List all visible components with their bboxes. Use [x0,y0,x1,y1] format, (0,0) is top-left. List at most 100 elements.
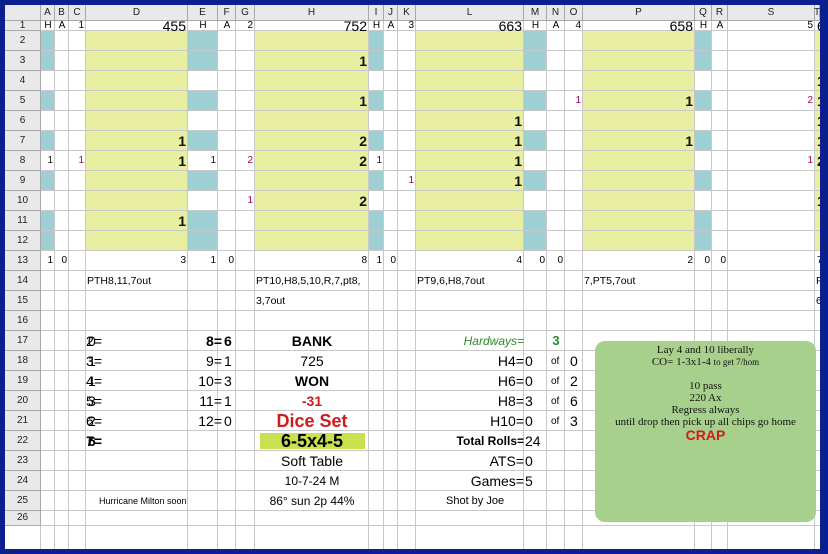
row-header-8[interactable]: 8 [5,151,41,171]
column-header-f[interactable]: F [218,5,236,21]
grid-line [415,21,416,549]
column-header-i[interactable]: I [369,5,384,21]
cell-k1: 3 [408,20,414,31]
grid-line [217,21,218,549]
play-sequence-t15: 6,R,7out [816,295,820,307]
column-header-a[interactable]: A [41,5,55,21]
yellow-block [815,31,820,251]
cell-g1: 2 [247,20,253,31]
total-label: 4= [86,373,102,389]
spreadsheet[interactable]: A B C D E F G H I J K L M N O P Q R S T 1 2 3 4 5 6 7 8 9 10 11 12 13 14 1… [5,5,820,549]
games-label: Games= [470,473,524,489]
cell-s8: 1 [807,155,813,166]
row-header-18[interactable]: 18 [5,351,41,371]
row-header-1[interactable]: 1 [5,20,41,31]
column-header-m[interactable]: M [524,5,547,21]
grid-line [582,21,583,549]
column-header-g[interactable]: G [236,5,255,21]
row-header-7[interactable]: 7 [5,131,41,151]
grid-line [694,21,695,549]
column-header-j[interactable]: J [384,5,398,21]
cell-d13: 3 [180,255,186,266]
teal-cell [524,131,547,151]
cell-e1: H [199,20,207,31]
hardway-of: of [551,376,560,387]
cell-l8: 1 [514,153,522,169]
row-header-11[interactable]: 11 [5,211,41,231]
row-header-24[interactable]: 24 [5,471,41,491]
row-header-19[interactable]: 19 [5,371,41,391]
row-header-10[interactable]: 10 [5,191,41,211]
hardway-value: 0 [525,373,533,389]
row-header-22[interactable]: 22 [5,431,41,451]
row-header-20[interactable]: 20 [5,391,41,411]
grid-line [5,230,820,231]
row-header-4[interactable]: 4 [5,71,41,91]
teal-cell [188,131,218,151]
column-header-b[interactable]: B [55,5,69,21]
row-header-26[interactable]: 26 [5,511,41,526]
grid-line [5,470,820,471]
cell-h5: 1 [359,93,367,109]
total-value: 1 [224,353,232,369]
column-header-o[interactable]: O [565,5,583,21]
cell-i1: H [372,20,381,31]
cell-d1: 455 [162,18,186,34]
cell-t10: 1 [817,194,820,208]
cell-d8: 1 [178,153,186,169]
grid-line [727,21,728,549]
total-label: 2= [86,333,102,349]
column-header-h[interactable]: H [255,5,369,21]
row-header-9[interactable]: 9 [5,171,41,191]
cell-t4: 1 [817,74,820,88]
cell-t7: 1 [817,134,820,148]
row-header-3[interactable]: 3 [5,51,41,71]
column-header-t[interactable]: T [814,5,820,21]
column-header-s[interactable]: S [728,5,815,21]
column-header-q[interactable]: Q [695,5,712,21]
column-header-k[interactable]: K [398,5,416,21]
total-label: 9= [206,353,222,369]
cell-i13: 1 [376,255,382,266]
column-header-d[interactable]: D [86,5,188,21]
column-header-e[interactable]: E [188,5,218,21]
teal-cell [369,51,384,71]
cell-d11: 1 [178,213,186,229]
teal-cell [188,31,218,51]
row-header-2[interactable]: 2 [5,31,41,51]
row-header-5[interactable]: 5 [5,91,41,111]
row-header-17[interactable]: 17 [5,331,41,351]
grid-line [5,110,820,111]
column-header-c[interactable]: C [69,5,86,21]
dice-set-value: 6-5x4-5 [280,431,344,451]
column-header-r[interactable]: R [712,5,728,21]
column-header-l[interactable]: L [416,5,524,21]
teal-cell [41,211,55,231]
teal-cell [41,171,55,191]
row-header-13[interactable]: 13 [5,251,41,271]
teal-cell [41,31,55,51]
total-value: 6 [224,333,232,349]
grid-line [5,410,820,411]
corner-cell[interactable] [5,5,41,21]
row-header-21[interactable]: 21 [5,411,41,431]
cell-p13: 2 [687,255,693,266]
column-header-n[interactable]: N [547,5,565,21]
teal-cell [695,231,712,251]
cell-d7: 1 [178,133,186,149]
row-header-12[interactable]: 12 [5,231,41,251]
grid-line [85,21,86,549]
hardway-total: 0 [570,353,578,369]
grid-line [383,21,384,549]
cell-j13: 0 [390,255,396,266]
column-header-p[interactable]: P [583,5,695,21]
teal-cell [524,91,547,111]
row-header-6[interactable]: 6 [5,111,41,131]
row-header-15[interactable]: 15 [5,291,41,311]
play-sequence-h14: PT10,H8,5,10,R,7,pt8, [256,275,361,287]
total-label: 3= [86,353,102,369]
row-header-14[interactable]: 14 [5,271,41,291]
row-header-16[interactable]: 16 [5,311,41,331]
row-header-25[interactable]: 25 [5,491,41,511]
row-header-23[interactable]: 23 [5,451,41,471]
